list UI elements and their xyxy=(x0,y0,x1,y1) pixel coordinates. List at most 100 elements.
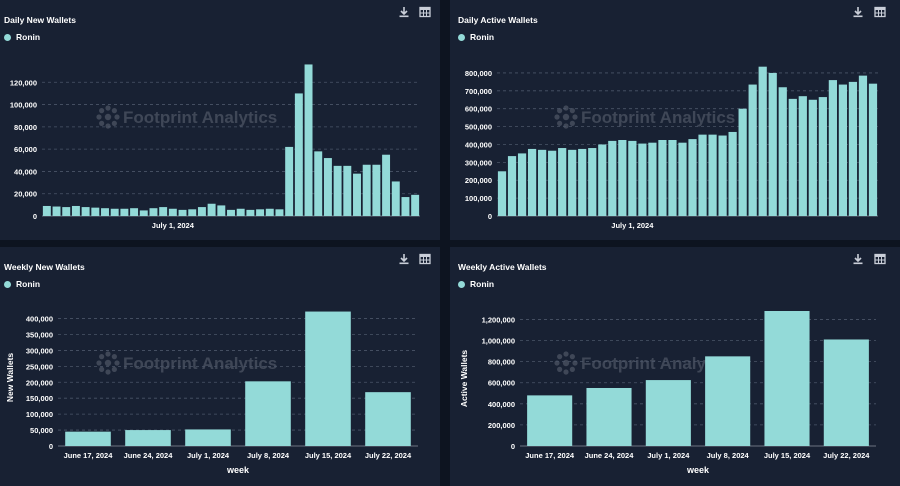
bar xyxy=(149,208,158,216)
watermark-dot xyxy=(557,108,563,114)
watermark-dot xyxy=(554,360,560,366)
bar xyxy=(618,140,627,216)
bar xyxy=(527,395,573,446)
download-icon[interactable] xyxy=(397,252,411,266)
y-tick-label: 200,000 xyxy=(465,176,492,185)
table-icon[interactable] xyxy=(418,252,432,266)
watermark-dot xyxy=(104,113,112,121)
y-tick-label: 350,000 xyxy=(26,330,53,339)
table-icon[interactable] xyxy=(418,5,432,19)
bar xyxy=(110,208,119,216)
bar xyxy=(125,430,171,446)
bar xyxy=(130,208,139,216)
y-axis-label: New Wallets xyxy=(5,353,15,403)
legend-label: Ronin xyxy=(470,279,495,289)
watermark-dot xyxy=(104,359,112,367)
bar xyxy=(538,149,547,216)
bar xyxy=(507,156,517,216)
y-tick-label: 500,000 xyxy=(465,123,492,132)
watermark-dot xyxy=(111,354,117,360)
watermark-dot xyxy=(554,114,560,120)
y-tick-label: 700,000 xyxy=(465,87,492,96)
legend-dot xyxy=(4,33,11,41)
weekly-new-wallets-panel: Weekly New Wallets Ronin Footprint Analy… xyxy=(0,247,440,486)
table-icon[interactable] xyxy=(873,5,887,19)
x-tick-label: June 17, 2024 xyxy=(525,451,575,460)
watermark-dot xyxy=(572,360,578,366)
bar xyxy=(828,80,837,216)
x-tick-label: June 17, 2024 xyxy=(64,451,114,460)
x-axis-label: week xyxy=(686,465,710,475)
x-axis-label: week xyxy=(226,465,250,475)
panel-title: Daily Active Wallets xyxy=(458,15,538,25)
bar xyxy=(305,311,351,446)
watermark-dot xyxy=(96,114,102,120)
legend[interactable]: Ronin xyxy=(4,32,40,42)
legend[interactable]: Ronin xyxy=(458,32,494,42)
bar xyxy=(382,154,391,216)
weekly-new-wallets-chart: Footprint Analytics 0 50,000 100,000 150,000… xyxy=(5,311,418,475)
bar xyxy=(120,208,129,216)
panel-title: Daily New Wallets xyxy=(4,15,76,25)
bar xyxy=(81,207,90,216)
y-tick-label: 300,000 xyxy=(26,346,53,355)
bar xyxy=(568,149,577,216)
bar xyxy=(333,165,342,216)
watermark-text: Footprint Analytics xyxy=(123,108,277,127)
bar xyxy=(362,164,371,216)
watermark-dot xyxy=(99,120,105,126)
x-tick-label: July 8, 2024 xyxy=(707,451,750,460)
watermark-dot xyxy=(563,105,569,111)
y-tick-label: 20,000 xyxy=(14,190,37,199)
legend-dot xyxy=(4,280,11,288)
watermark-dot xyxy=(563,351,569,357)
y-tick-label: 40,000 xyxy=(14,167,37,176)
watermark-text: Footprint Analytics xyxy=(581,108,735,127)
watermark-dot xyxy=(114,360,120,366)
watermark-dot xyxy=(557,366,563,372)
y-tick-label: 400,000 xyxy=(465,140,492,149)
bar xyxy=(718,135,727,216)
bar xyxy=(527,148,537,216)
bar xyxy=(52,206,61,216)
watermark-dot xyxy=(563,123,569,129)
bar xyxy=(101,208,109,216)
bar xyxy=(236,208,245,216)
y-tick-label: 1,200,000 xyxy=(482,315,515,324)
y-tick-label: 150,000 xyxy=(26,394,53,403)
x-tick-label: July 15, 2024 xyxy=(305,451,352,460)
y-tick-label: 50,000 xyxy=(30,426,53,435)
daily-active-wallets-chart: Footprint Analytics 0 100,000 200,000 300,00… xyxy=(465,66,878,230)
x-tick-label: July 1, 2024 xyxy=(611,221,654,230)
watermark-text: Footprint Analytics xyxy=(123,354,277,373)
y-tick-label: 0 xyxy=(49,442,53,451)
legend[interactable]: Ronin xyxy=(458,279,494,289)
bar xyxy=(688,139,697,216)
download-icon[interactable] xyxy=(397,5,411,19)
bar xyxy=(768,72,777,216)
watermark-dot xyxy=(99,108,105,114)
bar xyxy=(246,209,255,216)
bar xyxy=(748,84,757,217)
x-tick-label: June 24, 2024 xyxy=(124,451,174,460)
y-tick-label: 300,000 xyxy=(465,158,492,167)
watermark-dot xyxy=(572,114,578,120)
bar xyxy=(178,209,187,216)
legend[interactable]: Ronin xyxy=(4,279,40,289)
bar xyxy=(778,87,787,216)
bar xyxy=(227,209,235,216)
download-icon[interactable] xyxy=(851,252,865,266)
watermark: Footprint Analytics xyxy=(96,105,277,129)
x-tick-label: July 22, 2024 xyxy=(823,451,870,460)
table-icon[interactable] xyxy=(873,252,887,266)
bar xyxy=(758,66,767,217)
bar xyxy=(139,210,148,216)
y-tick-label: 600,000 xyxy=(488,379,515,388)
bar xyxy=(497,171,507,216)
bar xyxy=(188,209,197,216)
watermark-dot xyxy=(563,369,569,375)
y-tick-label: 600,000 xyxy=(465,105,492,114)
bar xyxy=(343,165,352,216)
bar xyxy=(62,207,71,216)
download-icon[interactable] xyxy=(851,5,865,19)
